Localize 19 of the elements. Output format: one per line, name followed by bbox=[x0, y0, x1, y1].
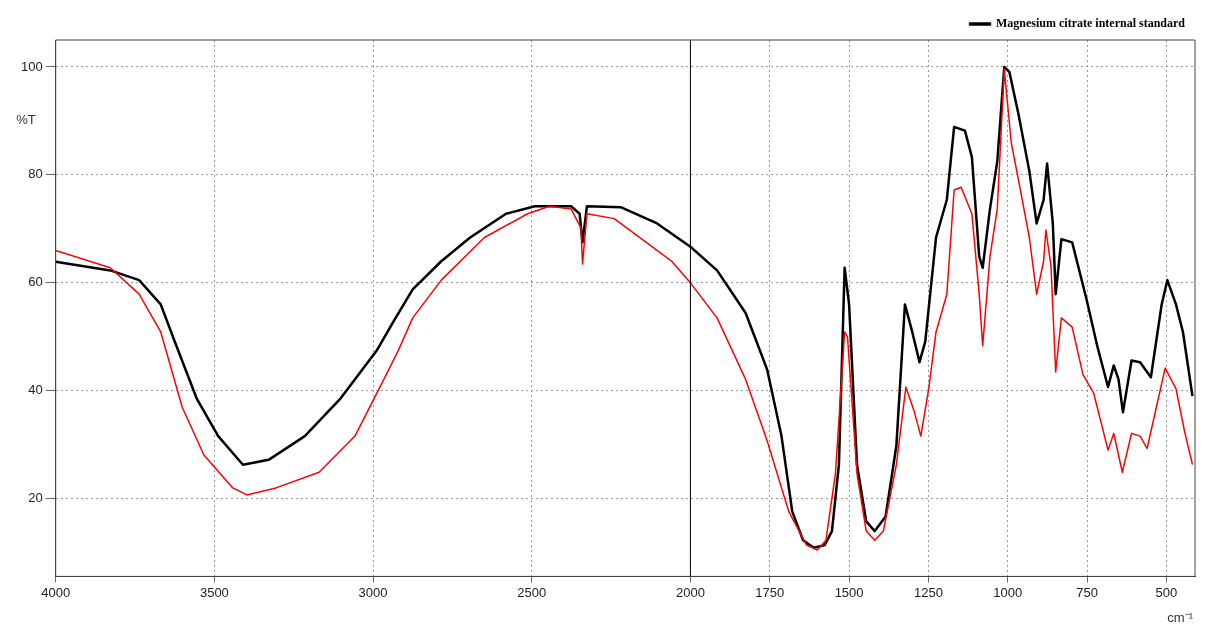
y-tick-label: 40 bbox=[28, 382, 43, 398]
x-tick-label: 1000 bbox=[993, 584, 1023, 600]
x-tick-label: 1750 bbox=[755, 584, 785, 600]
y-tick-label: 80 bbox=[28, 166, 43, 182]
legend-label: Magnesium citrate internal standard bbox=[996, 16, 1186, 31]
x-tick-label: 2000 bbox=[675, 584, 705, 600]
y-tick-label: 100 bbox=[20, 58, 43, 74]
x-tick-label: 4000 bbox=[41, 584, 71, 600]
x-tick-label: 2500 bbox=[517, 584, 547, 600]
x-tick-label: 3000 bbox=[358, 584, 388, 600]
y-tick-label: 60 bbox=[28, 274, 43, 290]
y-axis-title: %T bbox=[16, 111, 36, 127]
x-tick-label: 1250 bbox=[913, 584, 943, 600]
x-axis-title: cm⁻¹ bbox=[1167, 609, 1194, 625]
x-tick-label: 1500 bbox=[834, 584, 864, 600]
x-tick-label: 3500 bbox=[199, 584, 229, 600]
x-tick-label: 750 bbox=[1076, 584, 1098, 600]
x-tick-label: 500 bbox=[1155, 584, 1178, 600]
y-tick-label: 20 bbox=[28, 490, 43, 506]
